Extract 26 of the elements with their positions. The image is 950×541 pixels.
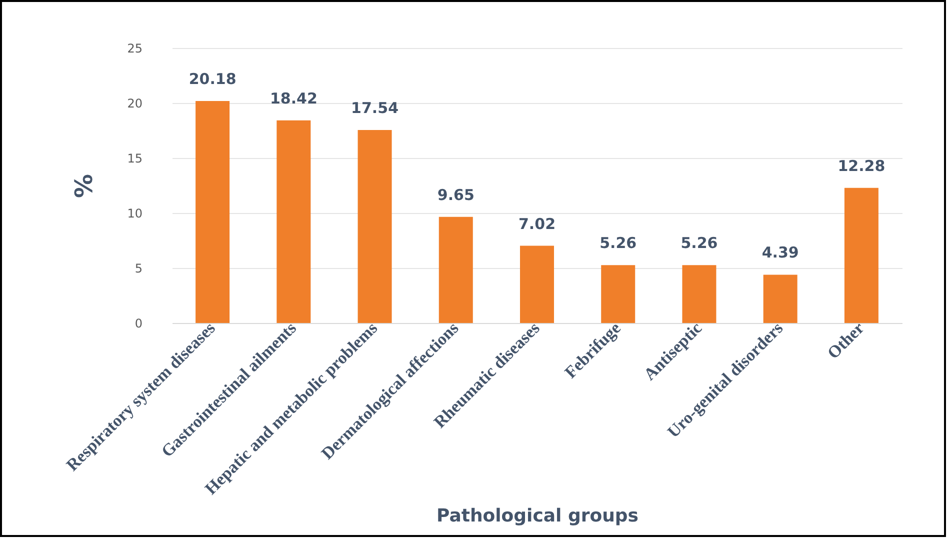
data-label: 7.02 <box>518 214 556 233</box>
bar <box>520 246 554 323</box>
bar <box>844 188 878 323</box>
y-tick-label: 5 <box>134 262 142 276</box>
data-label: 12.28 <box>838 156 886 175</box>
data-label: 20.18 <box>188 70 236 88</box>
bar <box>358 130 392 323</box>
data-label: 5.26 <box>680 234 718 252</box>
data-label: 4.39 <box>762 244 799 262</box>
y-tick-label: 10 <box>127 206 142 220</box>
y-tick-label: 20 <box>127 96 142 110</box>
bar <box>682 265 716 323</box>
y-axis-title: % <box>70 174 98 198</box>
bar <box>438 216 473 323</box>
y-tick-label: 25 <box>127 42 142 56</box>
y-tick-label: 0 <box>134 316 142 330</box>
data-label: 17.54 <box>351 99 399 118</box>
data-label: 18.42 <box>270 89 318 108</box>
x-axis-title: Pathological groups <box>436 506 639 527</box>
bar <box>601 265 636 323</box>
data-label: 9.65 <box>437 186 474 204</box>
bar <box>763 274 798 323</box>
y-tick-label: 15 <box>127 152 142 166</box>
bar <box>196 101 230 323</box>
data-label: 5.26 <box>600 234 637 252</box>
bar <box>276 120 311 323</box>
